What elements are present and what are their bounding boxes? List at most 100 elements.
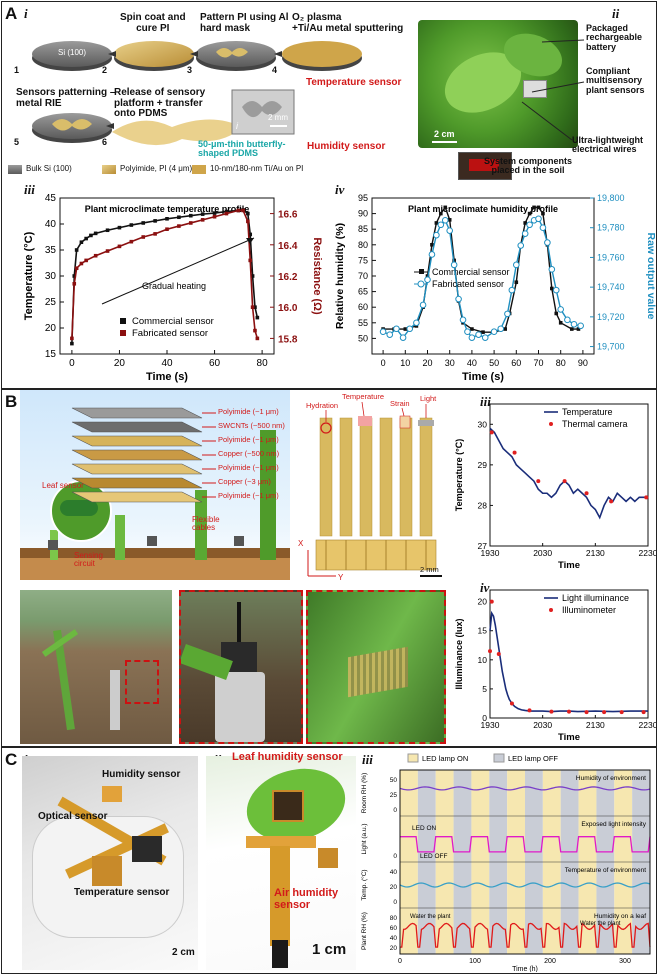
y-tick-label: 15 xyxy=(478,626,488,636)
data-point xyxy=(79,240,84,244)
legend-swatch xyxy=(120,318,126,324)
annotation-led-on: LED ON xyxy=(412,825,437,832)
data-point xyxy=(200,212,205,216)
data-point xyxy=(641,710,646,715)
y-tick-label: 29 xyxy=(478,460,488,470)
data-point xyxy=(447,218,452,222)
track-ytick-label: 40 xyxy=(390,869,398,876)
y-tick-label: 50 xyxy=(358,333,368,343)
data-point xyxy=(165,227,169,231)
x-tick-label: 1930 xyxy=(481,548,500,558)
corn-field-photo xyxy=(20,590,172,744)
hydration-tag: Hydration xyxy=(306,401,339,410)
layer-label-1: Polyimide (~1 μm) xyxy=(218,407,279,416)
data-point xyxy=(93,253,98,258)
data-point xyxy=(419,301,427,309)
data-point xyxy=(443,205,448,210)
data-point xyxy=(84,258,88,263)
data-point xyxy=(468,334,476,341)
y-tick-label: 40 xyxy=(45,219,57,230)
plant-scale-label: 2 cm xyxy=(434,129,455,139)
x-axis-label: Time (h) xyxy=(512,966,538,972)
data-point xyxy=(255,315,260,320)
data-point xyxy=(512,450,517,455)
data-point xyxy=(550,286,554,291)
data-point xyxy=(584,491,589,496)
y2-tick-label: 19,740 xyxy=(597,282,625,292)
legend-entry: Commercial sensor xyxy=(432,267,510,277)
x-tick-label: 50 xyxy=(489,358,499,368)
x-tick-label: 10 xyxy=(400,358,410,368)
track-ytick-label: 40 xyxy=(390,935,398,942)
temperature-sensor-label: Temperature sensor xyxy=(306,77,402,88)
track-ylabel: Room RH (%) xyxy=(361,773,368,813)
x-tick-label: 70 xyxy=(533,358,543,368)
data-point xyxy=(562,479,567,484)
sensing-circuit-label: Sensing circuit xyxy=(74,551,103,569)
light-tag: Light xyxy=(420,394,437,403)
data-point xyxy=(481,330,485,334)
data-point xyxy=(248,258,253,263)
data-point xyxy=(609,499,614,504)
hand-sensor-photo xyxy=(22,756,198,970)
data-point xyxy=(521,230,529,237)
pdms-label: 50-μm-thin butterfly- shaped PDMS xyxy=(198,139,286,159)
data-point xyxy=(153,219,157,223)
data-point xyxy=(84,236,88,241)
multiday-monitoring-chart: LED lamp ON LED lamp OFF Humidity of envir… xyxy=(360,753,651,972)
leaf-sensor-photo xyxy=(306,590,446,744)
track-ytick-label: 0 xyxy=(393,899,397,906)
axis-x-label: X xyxy=(298,539,304,548)
data-point xyxy=(70,341,74,346)
x-tick-label: 2230 xyxy=(639,720,656,730)
wires-label: Ultra-lightweight electrical wires xyxy=(572,135,643,155)
legend-led-off: LED lamp OFF xyxy=(508,754,558,763)
y2-tick-label: 16.6 xyxy=(278,210,298,221)
data-point xyxy=(129,239,134,244)
y-tick-label: 75 xyxy=(358,255,368,265)
panel-a-ii-label: ii xyxy=(612,6,620,21)
track-line xyxy=(400,836,651,853)
data-point xyxy=(475,331,482,338)
y-tick-label: 55 xyxy=(358,318,368,328)
track-ylabel: Light (a.u.) xyxy=(361,823,368,854)
data-point xyxy=(549,709,554,714)
y-axis-label: Illuminance (lux) xyxy=(454,618,464,689)
y-tick-label: 25 xyxy=(45,297,57,308)
sensor-layout xyxy=(307,401,442,577)
data-point xyxy=(72,274,77,278)
data-point xyxy=(508,286,516,294)
leaf-scale-label: 1 cm xyxy=(312,941,347,958)
data-point xyxy=(70,336,74,341)
track-line xyxy=(399,786,651,791)
x-tick-label: 40 xyxy=(467,358,477,368)
track-line xyxy=(399,882,651,888)
hand-humidity-label: Humidity sensor xyxy=(102,769,181,780)
x-tick-label: 30 xyxy=(445,358,455,368)
data-point xyxy=(577,322,584,330)
fabrication-diagram xyxy=(8,41,362,174)
temperature-tag: Temperature xyxy=(342,392,385,401)
data-point xyxy=(428,251,436,258)
wafer-step-2 xyxy=(114,41,194,71)
data-point xyxy=(89,233,93,238)
layer-label-5: Polyimide (~1 μm) xyxy=(218,463,279,472)
air-humidity-label: Air humidity sensor xyxy=(274,887,339,911)
strain-tag: Strain xyxy=(390,399,410,408)
data-point xyxy=(79,261,84,266)
data-point xyxy=(490,328,498,336)
data-point xyxy=(74,248,79,252)
track-ytick-label: 50 xyxy=(390,777,398,784)
step-num-6: 6 xyxy=(102,137,108,147)
x-tick-label: 0 xyxy=(69,358,75,369)
step-label-5: Sensors patterning – metal RIE xyxy=(16,87,116,109)
layer-label-2: SWCNTs (~500 nm) xyxy=(218,421,285,430)
step-label-2: Spin coat and cure PI xyxy=(120,12,186,34)
legend-entry: Thermal camera xyxy=(562,419,628,429)
track-ytick-label: 20 xyxy=(390,884,398,891)
data-point xyxy=(584,710,589,715)
data-point xyxy=(570,327,574,331)
data-point xyxy=(200,218,205,222)
panel-b-iii-label: iii xyxy=(480,394,491,409)
chart-title: Plant microclimate humidity profile xyxy=(408,204,558,214)
